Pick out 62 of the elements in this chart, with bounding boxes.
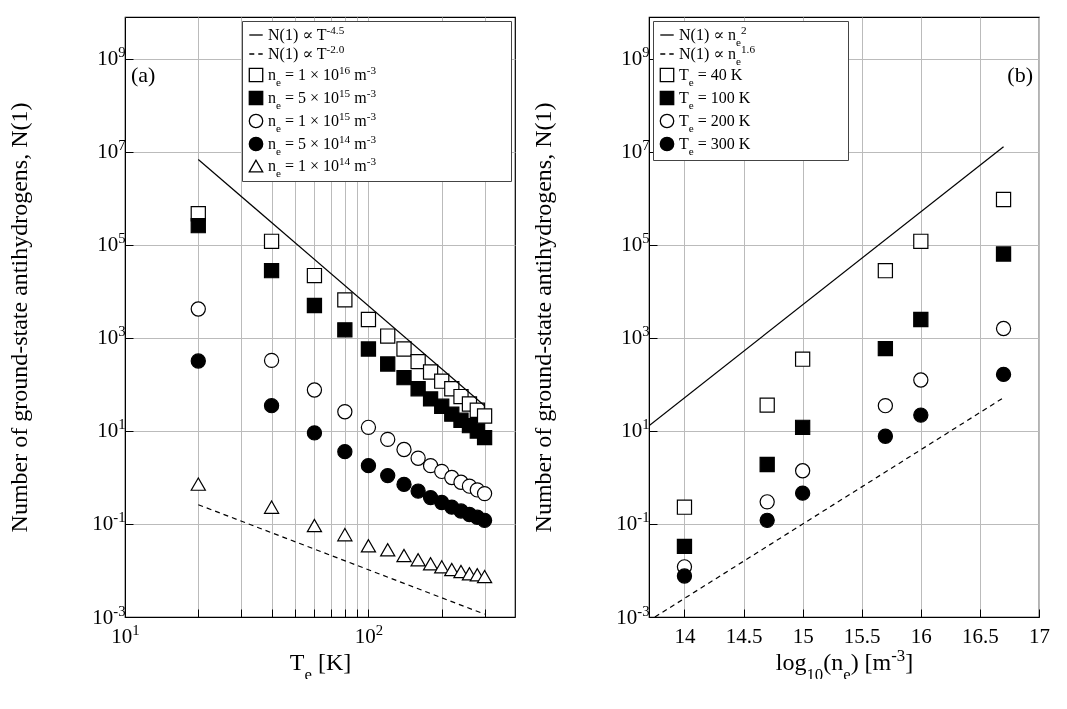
point <box>676 568 693 584</box>
x-tick-label: 14.5 <box>725 623 763 648</box>
point <box>913 311 929 328</box>
y-tick-label: 10$^{9}$ <box>621 44 650 71</box>
legend-label: N(1) ∝ T$^{-2.0}$ <box>268 43 345 63</box>
legend-label: n$_{e}$ = 1 × 10$^{15}$ m$^{-3}$ <box>268 110 377 134</box>
y-axis-title: Number of ground-state antihydrogens, N(1) <box>5 102 32 533</box>
y-tick-label: 10$^{-3}$ <box>92 602 126 629</box>
y-tick-label: 10$^{5}$ <box>621 230 650 257</box>
point <box>913 372 929 388</box>
annotation: (b) <box>1007 62 1033 87</box>
x-tick-label: 15.5 <box>843 623 881 648</box>
legend-label: n$_{e}$ = 1 × 10$^{16}$ m$^{-3}$ <box>268 64 377 88</box>
x-tick-label: 10$^{2}$ <box>354 621 384 648</box>
y-tick-label: 10$^{3}$ <box>621 323 650 350</box>
x-axis-title: T$_{e}$ [K] <box>289 648 352 683</box>
legend-label: T$_{e}$ = 300 K <box>679 135 751 157</box>
point <box>995 366 1012 383</box>
point <box>676 499 693 515</box>
point <box>794 485 811 501</box>
point <box>794 463 811 479</box>
legend-label: T$_{e}$ = 100 K <box>679 89 751 111</box>
point <box>995 320 1012 337</box>
y-tick-label: 10$^{-3}$ <box>616 602 650 629</box>
x-tick-label: 16 <box>910 623 932 648</box>
point <box>759 512 775 528</box>
point <box>913 407 929 423</box>
point <box>794 351 811 367</box>
y-tick-label: 10$^{7}$ <box>97 137 126 164</box>
legend-label: T$_{e}$ = 40 K <box>679 66 743 88</box>
point <box>995 191 1012 208</box>
point <box>913 233 929 249</box>
annotation: (a) <box>131 62 156 87</box>
point <box>877 263 894 279</box>
y-tick-label: 10$^{7}$ <box>621 137 650 164</box>
point <box>877 428 894 444</box>
point <box>676 538 693 555</box>
point <box>759 494 775 510</box>
legend-label: n$_{e}$ = 1 × 10$^{14}$ m$^{-3}$ <box>268 155 377 179</box>
x-tick-label: 15 <box>792 623 814 648</box>
y-tick-label: 10$^{-1}$ <box>92 509 126 536</box>
legend-label: T$_{e}$ = 200 K <box>679 112 751 134</box>
point <box>794 419 811 435</box>
x-axis-title: log$_{10}$(n$_{e}$) [m$^{-3}$] <box>775 645 914 683</box>
point <box>759 397 775 413</box>
y-tick-label: 10$^{1}$ <box>97 416 126 443</box>
point <box>759 456 775 473</box>
legend-label: N(1) ∝ T$^{-4.5}$ <box>268 24 345 44</box>
point <box>877 398 894 414</box>
point <box>877 340 894 357</box>
y-tick-label: 10$^{9}$ <box>97 44 126 71</box>
y-tick-label: 10$^{5}$ <box>97 230 126 257</box>
y-tick-label: 10$^{1}$ <box>621 416 650 443</box>
y-axis-title: Number of ground-state antihydrogens, N(1) <box>529 102 556 533</box>
legend-label: n$_{e}$ = 5 × 10$^{15}$ m$^{-3}$ <box>268 87 377 111</box>
legend-label: n$_{e}$ = 5 × 10$^{14}$ m$^{-3}$ <box>268 133 377 157</box>
y-tick-label: 10$^{-1}$ <box>616 509 650 536</box>
y-tick-label: 10$^{3}$ <box>97 323 126 350</box>
point <box>995 246 1012 262</box>
x-tick-label: 17 <box>1029 623 1050 648</box>
x-tick-label: 16.5 <box>962 623 999 648</box>
x-tick-label: 14 <box>674 623 696 648</box>
